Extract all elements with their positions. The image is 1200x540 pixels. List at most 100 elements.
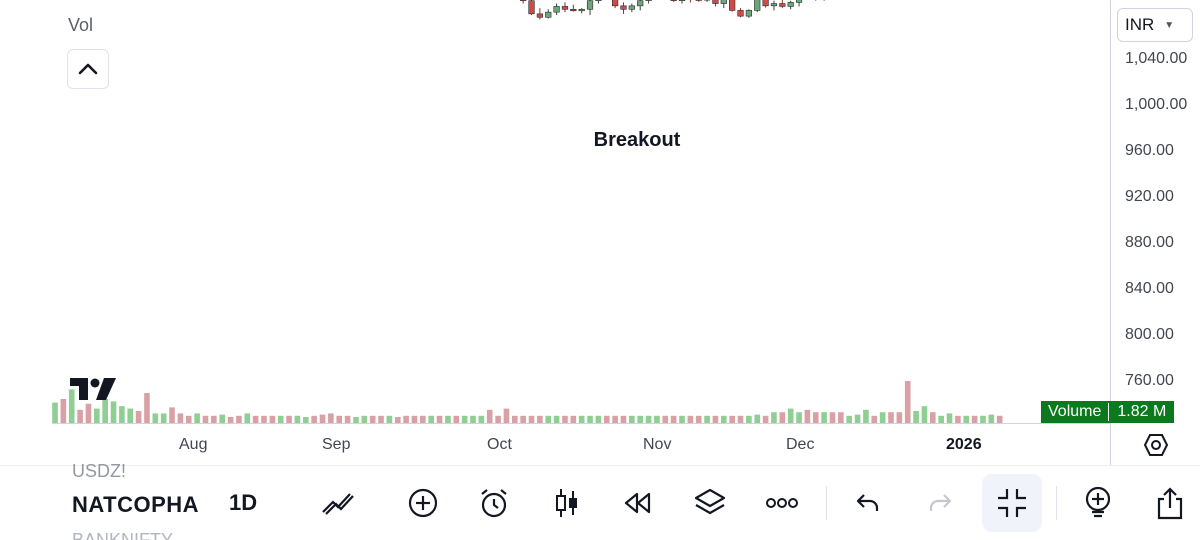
volume-bar: [211, 415, 217, 423]
volume-bar: [603, 415, 610, 423]
collapse-indicators-button[interactable]: [67, 49, 109, 89]
volume-bar: [587, 415, 593, 423]
toolbar-divider: [1056, 486, 1057, 520]
alert-button[interactable]: [474, 483, 514, 523]
volume-bar: [236, 415, 242, 423]
drawing-tools-icon: [322, 493, 354, 515]
currency-selector[interactable]: INR ▼: [1117, 8, 1193, 42]
volume-bar: [946, 413, 953, 423]
volume-bar: [921, 406, 928, 423]
volume-bar: [52, 402, 58, 423]
tradingview-logo: [70, 378, 118, 407]
volume-bar: [386, 415, 393, 423]
more-icon: [766, 498, 798, 508]
volume-bar: [679, 415, 685, 423]
volume-bar: [394, 417, 401, 423]
chart-settings-button[interactable]: [1143, 432, 1169, 463]
volume-bar: [737, 415, 744, 423]
volume-badge-value: 1.82 M: [1108, 403, 1174, 421]
candle-body: [586, 0, 594, 10]
candlestick-chart[interactable]: Breakout: [0, 0, 1110, 465]
volume-bar: [654, 415, 660, 423]
volume-bar: [486, 409, 493, 423]
price-label: 880.00: [1125, 234, 1174, 251]
exit-fullscreen-button[interactable]: [982, 474, 1042, 532]
time-label-2026: 2026: [946, 436, 982, 453]
chevron-up-icon: [78, 63, 98, 75]
candle-body: [578, 8, 585, 12]
price-scale[interactable]: INR ▼ 1,040.00 1,000.00 960.00 920.00 88…: [1110, 0, 1200, 465]
candle-body: [628, 5, 635, 10]
candle-body: [553, 6, 560, 13]
volume-bar: [445, 415, 451, 423]
volume-bar: [620, 415, 627, 423]
volume-bar: [60, 399, 67, 423]
symbol-list-next[interactable]: BANKNIFTY: [72, 530, 174, 540]
currency-label: INR: [1125, 15, 1155, 34]
redo-button[interactable]: [920, 483, 960, 523]
volume-bar: [344, 415, 351, 423]
price-label: 800.00: [1125, 326, 1174, 343]
volume-bar: [578, 415, 585, 423]
add-indicator-button[interactable]: [403, 483, 443, 523]
volume-bar: [85, 403, 92, 423]
volume-bar: [804, 409, 811, 423]
candle-body: [528, 0, 535, 15]
volume-bar: [411, 415, 418, 423]
chevron-down-icon: ▼: [1164, 19, 1175, 31]
share-button[interactable]: [1150, 483, 1190, 523]
volume-bar: [512, 415, 518, 423]
volume-bar: [420, 415, 426, 423]
time-label-oct: Oct: [487, 436, 512, 453]
time-axis-line: [52, 423, 1110, 424]
volume-badge-name: Volume: [1048, 403, 1102, 420]
volume-badge: Volume 1.82 M: [1041, 401, 1175, 423]
interval-button[interactable]: 1D: [229, 490, 258, 515]
volume-bar: [294, 415, 301, 423]
price-label: 960.00: [1125, 142, 1174, 159]
chart-area[interactable]: Breakout Vol Aug Sep Oct Nov Dec 2026: [0, 0, 1110, 465]
volume-bar: [904, 381, 911, 423]
volume-bar: [796, 412, 802, 423]
volume-bar: [470, 415, 476, 423]
layers-button[interactable]: [690, 483, 730, 523]
volume-bar: [244, 413, 251, 423]
add-alert-button[interactable]: [1078, 483, 1118, 523]
replay-button[interactable]: [618, 483, 658, 523]
more-button[interactable]: [762, 483, 802, 523]
candles-icon: [556, 489, 577, 517]
volume-bar: [670, 415, 677, 423]
candle-body: [754, 0, 761, 11]
symbol-name[interactable]: NATCOPHA: [72, 492, 200, 517]
volume-bar: [144, 393, 150, 423]
drawing-tools-button[interactable]: [320, 483, 360, 523]
time-label-sep: Sep: [322, 436, 351, 453]
candle-body: [561, 6, 569, 10]
volume-bar: [712, 415, 719, 423]
price-label: 840.00: [1125, 280, 1174, 297]
candle-body: [787, 2, 794, 7]
volume-bar: [562, 415, 568, 423]
volume-bar: [595, 415, 602, 423]
volume-bar: [261, 415, 267, 423]
symbol-list-prev[interactable]: USDZ!: [72, 464, 126, 480]
volume-bar: [938, 415, 944, 423]
candle-body: [737, 10, 744, 17]
chart-type-button[interactable]: [547, 483, 587, 523]
volume-bar: [695, 415, 702, 423]
redo-icon: [929, 494, 952, 511]
volume-bar: [227, 417, 234, 423]
bottom-toolbar: USDZ! NATCOPHA BANKNIFTY 1D: [0, 464, 1200, 540]
replay-icon: [624, 492, 651, 514]
price-label: 1,000.00: [1125, 96, 1188, 113]
volume-bar: [996, 415, 1003, 423]
volume-bar: [194, 413, 200, 423]
volume-bar: [528, 415, 535, 423]
candle-body: [720, 0, 727, 4]
candle-body: [779, 3, 786, 7]
volume-bar: [77, 409, 83, 423]
undo-button[interactable]: [848, 483, 888, 523]
volume-indicator-label[interactable]: Vol: [68, 15, 94, 35]
time-label-dec: Dec: [786, 436, 815, 453]
candle-body: [770, 3, 778, 7]
